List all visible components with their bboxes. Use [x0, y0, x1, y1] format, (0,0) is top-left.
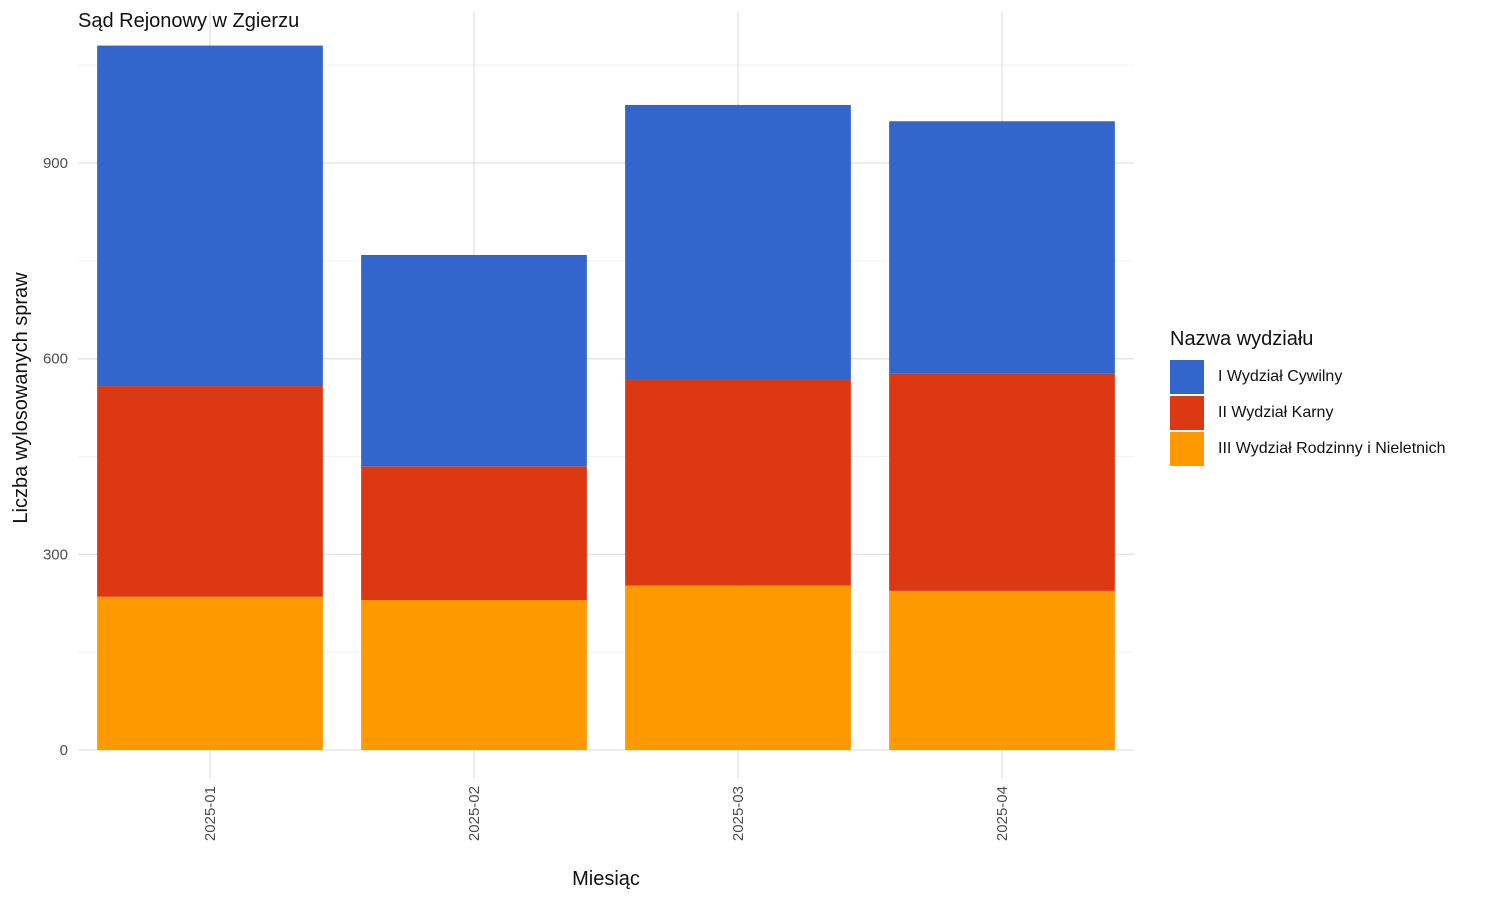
chart-title: Sąd Rejonowy w Zgierzu [78, 10, 299, 32]
legend-label: I Wydział Cywilny [1218, 368, 1343, 385]
y-tick-label: 300 [43, 546, 68, 563]
y-tick-label: 900 [43, 155, 68, 172]
bar-segment [97, 45, 323, 387]
bar-segment [889, 373, 1115, 591]
legend-item: II Wydział Karny [1170, 395, 1446, 431]
x-tick-label: 2025-01 [202, 786, 219, 841]
bar-segment [625, 585, 851, 750]
bar-segment [361, 254, 587, 467]
x-tick-label: 2025-04 [994, 786, 1011, 841]
y-axis-title: Liczba wylosowanych spraw [10, 272, 32, 524]
bar-segment [889, 590, 1115, 750]
y-tick-label: 0 [60, 742, 68, 759]
legend-swatch [1170, 360, 1204, 394]
bar-segment [97, 596, 323, 750]
bar-segment [625, 104, 851, 380]
x-axis-title: Miesiąc [572, 868, 640, 890]
bar-segment [889, 121, 1115, 374]
legend-label: II Wydział Karny [1218, 404, 1334, 421]
legend-swatch [1170, 396, 1204, 430]
x-tick-label: 2025-03 [730, 786, 747, 841]
legend-swatch [1170, 432, 1204, 466]
legend-item: III Wydział Rodzinny i Nieletnich [1170, 431, 1446, 467]
legend-items: I Wydział Cywilny II Wydział Karny III Wyd… [1170, 359, 1446, 467]
legend-label: III Wydział Rodzinny i Nieletnich [1218, 440, 1446, 457]
x-tick-labels: 2025-01 2025-02 2025-03 2025-04 [202, 786, 1011, 841]
bars [97, 45, 1115, 750]
legend: Nazwa wydziału I Wydział Cywilny II Wydzi… [1170, 328, 1446, 467]
bar-segment [361, 466, 587, 600]
y-tick-labels: 0 300 600 900 [43, 155, 68, 759]
legend-item: I Wydział Cywilny [1170, 359, 1446, 395]
x-tick-label: 2025-02 [466, 786, 483, 841]
y-tick-label: 600 [43, 351, 68, 368]
legend-title: Nazwa wydziału [1170, 328, 1314, 350]
bar-segment [97, 386, 323, 597]
bar-segment [361, 599, 587, 750]
bar-segment [625, 379, 851, 586]
